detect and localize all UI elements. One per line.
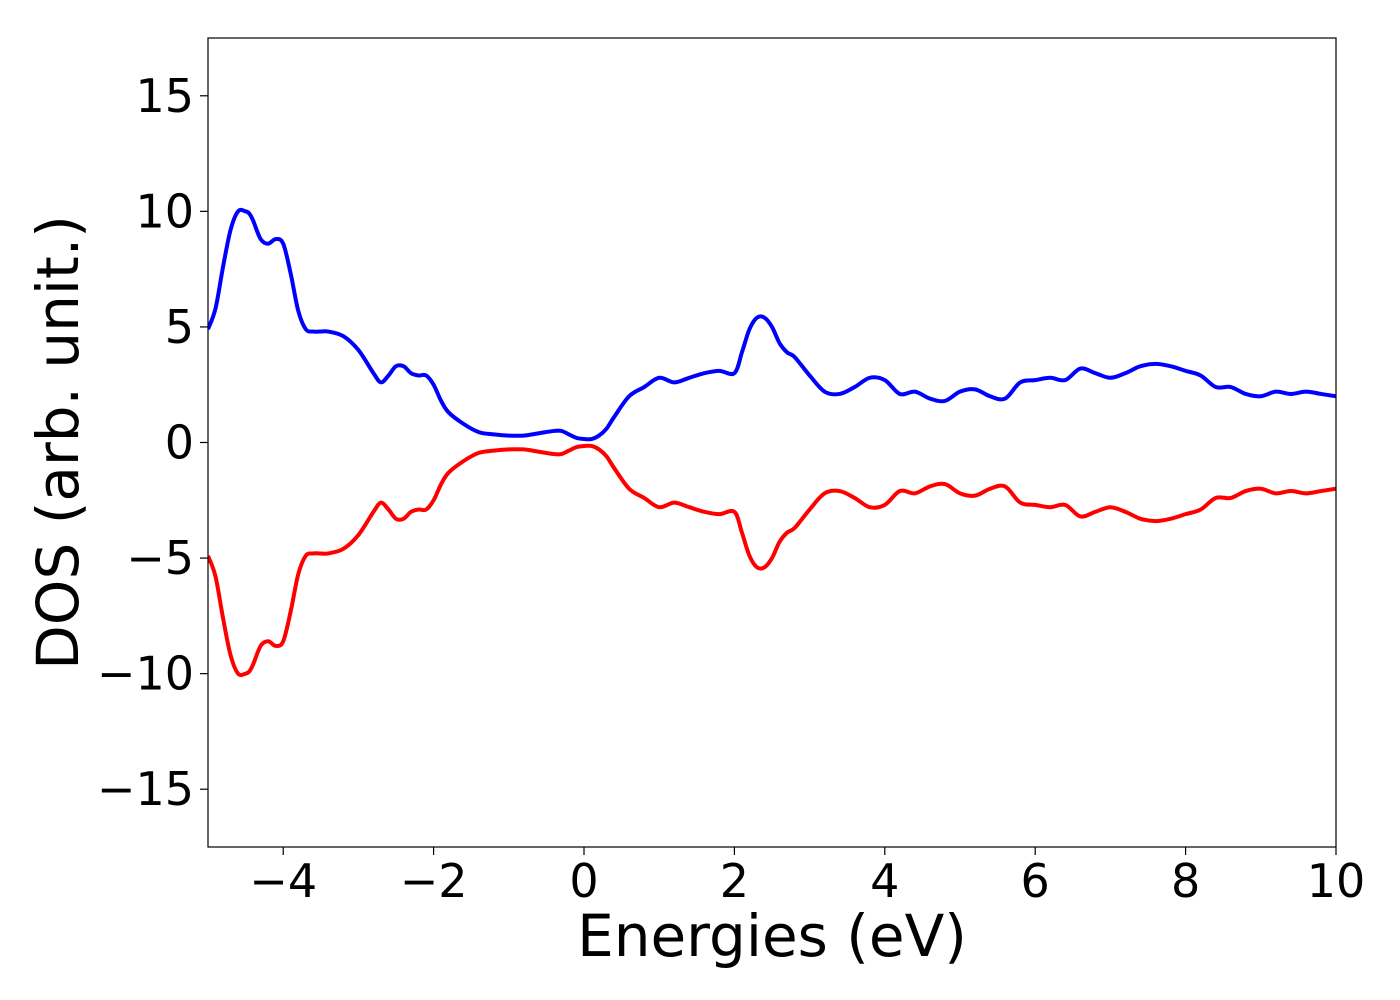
x-tick-label: 6 <box>1021 854 1050 908</box>
series-line-red <box>208 443 1336 678</box>
y-tick-label: −15 <box>97 762 194 816</box>
x-tick-label: 2 <box>720 854 749 908</box>
y-axis-ticks: −15 −10 −5 0 5 10 15 <box>97 69 208 816</box>
y-tick-label: 0 <box>165 416 194 470</box>
series-layer <box>208 207 1336 678</box>
x-tick-label: −4 <box>249 854 317 908</box>
y-tick-label: 10 <box>135 184 194 238</box>
y-tick-label: −5 <box>126 531 194 585</box>
x-axis-title: Energies (eV) <box>577 902 967 970</box>
x-tick-label: 4 <box>870 854 899 908</box>
y-tick-label: 5 <box>165 300 194 354</box>
x-axis-ticks: −4 −2 0 2 4 6 8 10 <box>249 847 1365 908</box>
y-tick-label: 15 <box>135 69 194 123</box>
plot-frame <box>207 37 1337 848</box>
y-axis-title: DOS (arb. unit.) <box>24 215 92 670</box>
x-tick-label: 0 <box>569 854 598 908</box>
y-tick-label: −10 <box>97 647 194 701</box>
x-tick-label: 10 <box>1307 854 1366 908</box>
x-tick-label: 8 <box>1171 854 1200 908</box>
x-tick-label: −2 <box>400 854 468 908</box>
series-line-blue <box>208 207 1336 442</box>
